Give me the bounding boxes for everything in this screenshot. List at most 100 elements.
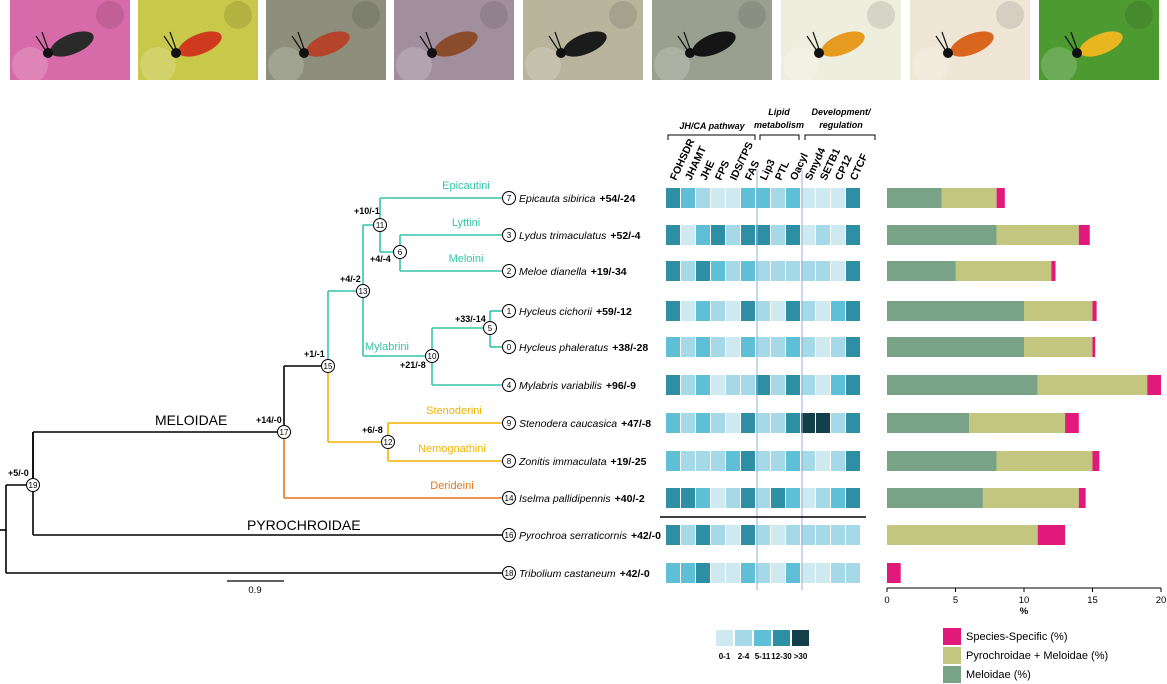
tip-node-circle — [502, 566, 516, 580]
heatmap-cell — [846, 525, 860, 545]
heatmap-cell — [846, 375, 860, 395]
bar-segment — [1037, 375, 1148, 395]
heatmap-cell — [666, 337, 680, 357]
heatmap-cell — [726, 261, 740, 281]
heatmap-cell — [786, 375, 800, 395]
heatmap-cell — [771, 413, 785, 433]
heat-legend-swatch — [735, 630, 752, 646]
heatmap-cell — [741, 301, 755, 321]
bar-segment — [1078, 225, 1090, 245]
heatmap-cell — [681, 375, 695, 395]
heatmap-cell — [666, 525, 680, 545]
heatmap-cell — [681, 225, 695, 245]
heatmap-cell — [756, 488, 770, 508]
bar-legend-swatch — [943, 666, 961, 683]
heatmap-cell — [831, 301, 845, 321]
bar-segment — [887, 563, 901, 583]
heatmap-cell — [741, 413, 755, 433]
bar-segment — [1024, 337, 1093, 357]
heatmap-cell — [786, 301, 800, 321]
heatmap-cell — [711, 375, 725, 395]
heatmap-cell — [831, 563, 845, 583]
banded-beetle-on-green-leaf-photo — [1039, 0, 1159, 83]
heatmap-cell — [786, 261, 800, 281]
bar-segment — [996, 451, 1093, 471]
tree-node-circle — [425, 349, 439, 363]
heatmap-cell — [771, 301, 785, 321]
heat-legend-swatch — [754, 630, 771, 646]
red-beetles-on-plant-photo — [266, 0, 386, 83]
bar-segment — [887, 525, 1038, 545]
branch-gain-loss-label: +5/-0 — [8, 468, 29, 478]
tip-node-label: 7 — [507, 194, 512, 203]
heatmap-cell — [801, 337, 815, 357]
tip-node-circle — [502, 528, 516, 542]
heat-legend-label: 0-1 — [719, 652, 731, 661]
heatmap-cell — [726, 337, 740, 357]
heatmap-cell — [816, 451, 830, 471]
heatmap-cell — [711, 413, 725, 433]
species-label: Meloe dianella +19/-34 — [519, 266, 627, 278]
black-beetle-on-rock-photo — [523, 0, 643, 83]
tip-node-label: 9 — [507, 419, 512, 428]
banded-beetle-on-white-flower-photo — [910, 0, 1030, 83]
heatmap-cell — [756, 525, 770, 545]
species-label: Stenodera caucasica +47/-8 — [519, 418, 651, 430]
heatmap-cell — [831, 261, 845, 281]
tribe-label: Meloini — [449, 253, 484, 265]
tip-node-circle — [502, 416, 516, 430]
heatmap-cell — [741, 261, 755, 281]
branch-gain-loss-label: +33/-14 — [455, 314, 486, 324]
bar-segment — [887, 337, 1024, 357]
heatmap-cell — [786, 488, 800, 508]
species-label: Hycleus cichorii +59/-12 — [519, 306, 632, 318]
heatmap-cell — [801, 301, 815, 321]
bar-segment — [982, 488, 1079, 508]
heatmap-cell — [816, 375, 830, 395]
heatmap-cell — [666, 188, 680, 208]
heatmap-cell — [816, 525, 830, 545]
heatmap-cell — [756, 188, 770, 208]
tribe-label: Lyttini — [452, 217, 480, 229]
x-tick-label: 15 — [1087, 595, 1098, 606]
heatmap-cell — [696, 261, 710, 281]
bar-segment — [1092, 451, 1100, 471]
group-bracket — [804, 134, 876, 140]
family-label: MELOIDAE — [155, 412, 227, 428]
tribe-label: Mylabrini — [365, 341, 409, 353]
gene-group-label: regulation — [819, 120, 863, 130]
tip-node-label: 2 — [507, 267, 512, 276]
x-tick-label: 5 — [953, 595, 958, 606]
heatmap-cell — [816, 413, 830, 433]
tip-node-label: 4 — [507, 381, 512, 390]
tree-node-circle — [277, 425, 291, 439]
heatmap-cell — [696, 488, 710, 508]
heatmap-cell — [666, 225, 680, 245]
heatmap-cell — [666, 451, 680, 471]
tree-node-circle — [26, 478, 40, 492]
heatmap-cell — [831, 225, 845, 245]
heatmap-cell — [771, 488, 785, 508]
heatmap-cell — [846, 225, 860, 245]
tip-node-label: 16 — [505, 531, 514, 540]
heatmap-cell — [741, 563, 755, 583]
heat-legend-swatch — [716, 630, 733, 646]
species-label: Lydus trimaculatus +52/-4 — [519, 230, 641, 242]
heatmap-cell — [711, 563, 725, 583]
heatmap-cell — [756, 563, 770, 583]
heatmap-cell — [831, 488, 845, 508]
heatmap-cell — [696, 413, 710, 433]
heatmap-cell — [846, 337, 860, 357]
species-label: Mylabris variabilis +96/-9 — [519, 380, 636, 392]
tip-node-circle — [502, 340, 516, 354]
branch-gain-loss-label: +6/-8 — [362, 425, 383, 435]
bar-legend-label: Meloidae (%) — [966, 669, 1031, 681]
heat-legend-swatch — [773, 630, 790, 646]
branch-gain-loss-label: +1/-1 — [304, 349, 325, 359]
heatmap-cell — [681, 261, 695, 281]
heatmap-cell — [846, 488, 860, 508]
bar-segment — [996, 188, 1005, 208]
heatmap-cell — [726, 375, 740, 395]
heatmap-cell — [846, 451, 860, 471]
